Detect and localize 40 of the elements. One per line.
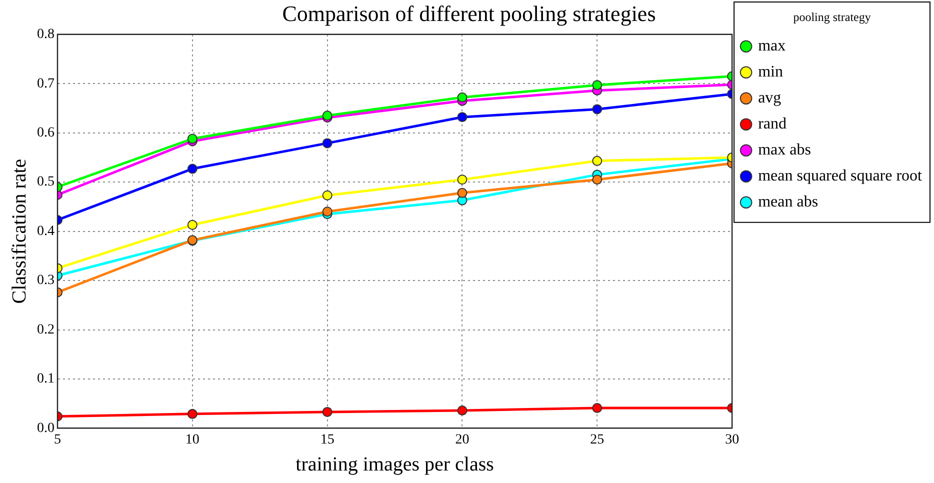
point: [592, 403, 602, 414]
point: [457, 188, 468, 198]
x-tick-label: 25: [590, 432, 604, 448]
legend-label: max: [758, 38, 786, 55]
x-tick-label: 5: [54, 432, 61, 448]
legend-label: max abs: [758, 142, 811, 159]
point: [457, 174, 468, 185]
y-tick-label: 0.3: [37, 273, 54, 288]
x-tick-label: 10: [185, 432, 200, 448]
point: [592, 174, 602, 185]
y-tick-label: 0.4: [37, 224, 54, 239]
point: [322, 138, 332, 148]
legend-label: rand: [758, 116, 786, 133]
legend-label: mean abs: [758, 194, 818, 211]
x-axis-title: training images per class: [296, 453, 494, 476]
y-tick-label: 0.6: [37, 126, 54, 141]
point: [457, 405, 468, 416]
y-tick-label: 0.7: [37, 76, 54, 92]
legend-label: mean squared square root: [758, 168, 923, 185]
legend-title: pooling strategy: [793, 10, 871, 24]
point: [592, 80, 602, 90]
y-tick-label: 0.2: [37, 322, 54, 338]
point: [322, 190, 332, 200]
point: [457, 92, 468, 102]
y-tick-label: 0.1: [37, 372, 54, 387]
x-tick-label: 20: [455, 432, 470, 448]
x-tick-label: 30: [725, 432, 740, 448]
point: [592, 156, 602, 166]
point: [592, 104, 602, 114]
y-tick-label: 0.5: [37, 174, 54, 190]
point: [322, 406, 332, 417]
point: [457, 112, 468, 122]
y-tick-label: 0.0: [37, 420, 54, 436]
chart-title: Comparison of different pooling strategies: [282, 0, 656, 26]
y-tick-label: 0.8: [37, 27, 54, 42]
y-axis-title: Classification rate: [8, 158, 30, 304]
x-tick-label: 15: [320, 432, 334, 448]
legend-label: min: [758, 64, 783, 81]
legend-label: avg: [758, 90, 782, 107]
point: [322, 206, 332, 217]
